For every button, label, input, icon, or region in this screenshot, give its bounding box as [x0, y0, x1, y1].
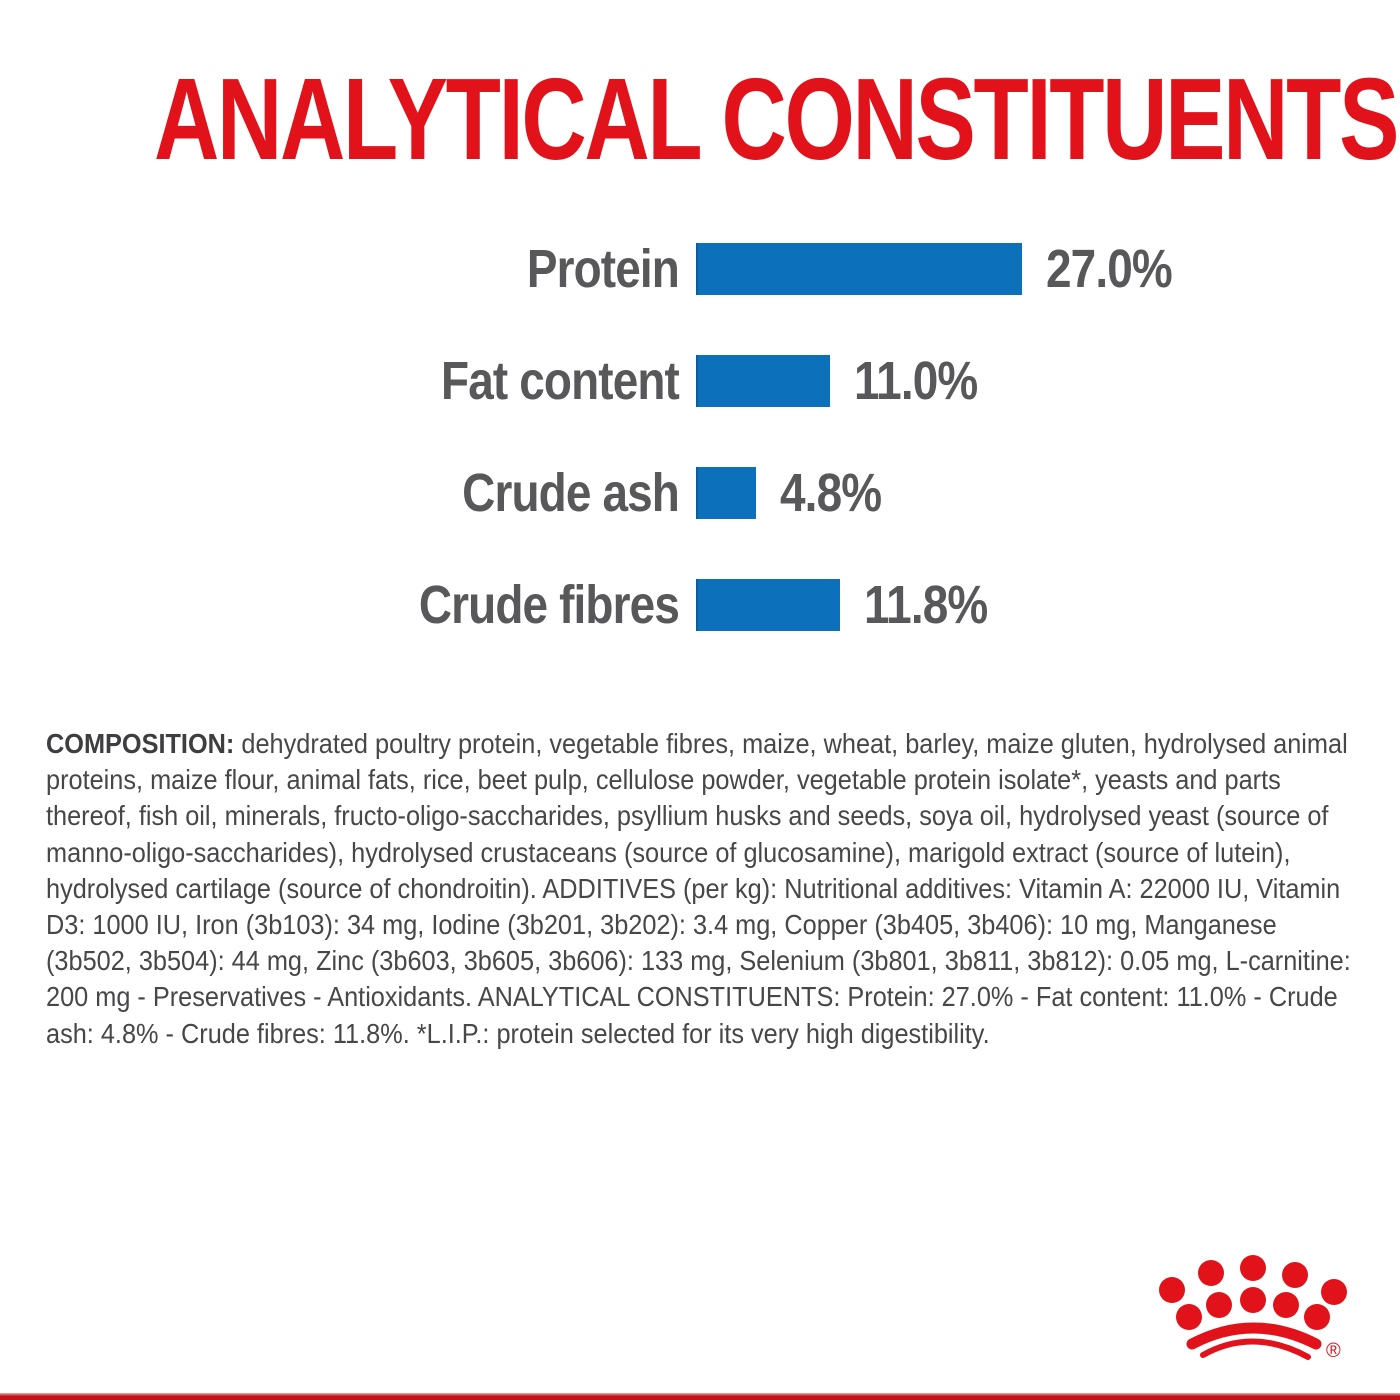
- bar-value: 11.8%: [863, 575, 988, 635]
- registered-mark: ®: [1326, 1340, 1341, 1362]
- page-title: ANALYTICAL CONSTITUENTS: [154, 54, 1399, 184]
- chart-row: Fat content 11.0%: [0, 351, 1400, 411]
- bar: [696, 467, 756, 519]
- analytical-constituents-bar-chart: Protein 27.0% Fat content 11.0% Crude ash 4.8…: [0, 239, 1400, 635]
- bar-value: 4.8%: [779, 463, 882, 523]
- composition-label: COMPOSITION:: [46, 728, 235, 759]
- composition-text: dehydrated poultry protein, vegetable fi…: [46, 728, 1351, 1049]
- bar-value: 27.0%: [1046, 239, 1173, 299]
- bar-value: 11.0%: [854, 351, 978, 411]
- bar-label: Crude fibres: [418, 575, 680, 635]
- bar: [696, 355, 830, 407]
- crown-icon: ®: [1159, 1255, 1347, 1362]
- chart-row: Crude ash 4.8%: [0, 463, 1400, 523]
- chart-row: Protein 27.0%: [0, 239, 1400, 299]
- bar: [696, 243, 1022, 295]
- composition-paragraph: COMPOSITION: dehydrated poultry protein,…: [46, 726, 1360, 1052]
- bar-label: Protein: [526, 239, 680, 299]
- bar-label: Fat content: [440, 351, 680, 411]
- bar-label: Crude ash: [462, 463, 680, 523]
- royal-canin-crown-logo: ®: [1150, 1238, 1390, 1378]
- bottom-red-strip: [0, 1393, 1400, 1400]
- bar: [696, 579, 840, 631]
- chart-row: Crude fibres 11.8%: [0, 575, 1400, 635]
